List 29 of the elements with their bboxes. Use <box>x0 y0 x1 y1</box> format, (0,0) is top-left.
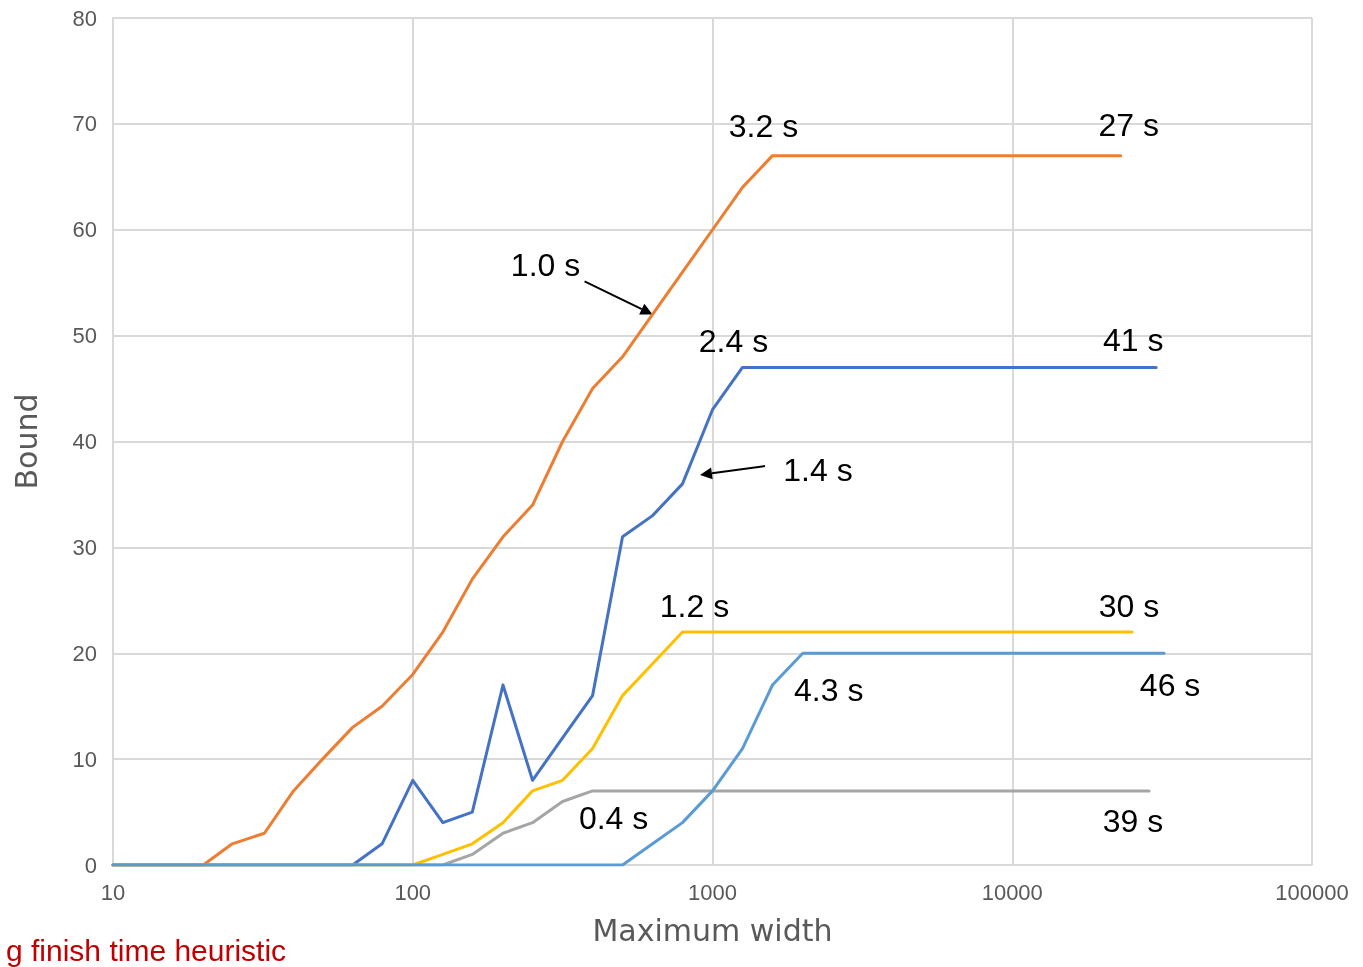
annotation: 27 s <box>1098 106 1159 143</box>
y-tick-label: 70 <box>72 111 97 137</box>
y-axis-title: Bound <box>8 393 44 490</box>
y-tick-label: 20 <box>72 640 97 666</box>
x-tick-label: 100 <box>394 879 432 905</box>
annotation: 1.2 s <box>659 588 730 625</box>
x-tick-label: 1000 <box>688 879 737 905</box>
annotation: 39 s <box>1102 802 1164 839</box>
annotation: 1.4 s <box>783 452 853 488</box>
x-axis-title: Maximum width <box>592 912 833 948</box>
y-tick-label: 60 <box>72 217 97 243</box>
annotation: 0.4 s <box>578 799 649 836</box>
y-tick-label: 10 <box>72 746 97 772</box>
annotation: 30 s <box>1098 588 1160 625</box>
text: g finish time heuristic <box>6 933 287 967</box>
annotation: 3.2 s <box>728 107 799 144</box>
y-tick-label: 50 <box>72 323 97 349</box>
annotation: 4.3 s <box>794 672 864 709</box>
annotation: 41 s <box>1102 322 1164 359</box>
x-tick-label: 100000 <box>1275 879 1349 905</box>
y-tick-label: 30 <box>72 534 97 560</box>
y-tick-label: 80 <box>72 5 97 31</box>
y-tick-label: 0 <box>84 852 97 878</box>
y-tick-label: 40 <box>72 429 97 454</box>
x-tick-label: 10000 <box>981 879 1043 905</box>
annotation: 46 s <box>1139 667 1201 704</box>
annotation: 1.0 s <box>510 247 581 284</box>
annotation: 2.4 s <box>698 323 769 360</box>
x-tick-label: 10 <box>100 879 126 905</box>
